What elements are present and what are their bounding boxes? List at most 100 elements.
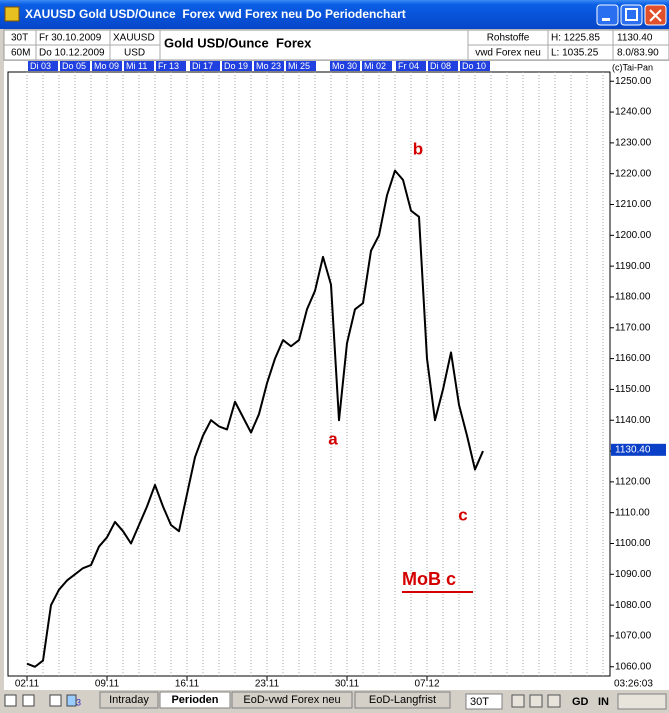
y-tick-label: 1220.00: [615, 168, 652, 179]
date-strip-label: Mi 25: [288, 61, 310, 71]
tab[interactable]: [354, 691, 451, 709]
date-strip-label: Di 08: [430, 61, 451, 71]
y-tick-label: 1230.00: [615, 138, 652, 149]
y-tick-label: 1070.00: [615, 631, 652, 642]
tool-button[interactable]: [66, 694, 77, 707]
date-strip-cell: [286, 61, 316, 71]
x-tick-label: 09.11: [95, 679, 120, 690]
header-period: 30T: [11, 33, 28, 44]
last-value-label: 1130.40: [615, 444, 651, 455]
header-price: 1130.40: [617, 33, 653, 44]
y-tick-label: 1250.00: [615, 76, 652, 87]
date-strip-cell: [396, 61, 426, 71]
minimize-glyph: [602, 18, 610, 21]
y-tick-label: 1160.00: [615, 353, 651, 364]
annotation: c: [458, 505, 467, 524]
x-tick-label: 16.11: [175, 679, 200, 690]
date-strip-cell: [60, 61, 90, 71]
tab[interactable]: [99, 691, 159, 709]
tool-button[interactable]: [22, 694, 35, 707]
y-tick-label: 1180.00: [615, 292, 651, 303]
tool-button[interactable]: [547, 694, 561, 708]
x-tick-label: 23.11: [255, 679, 280, 690]
y-tick-label: 1150.00: [615, 384, 651, 395]
date-strip-cell: [222, 61, 252, 71]
close-glyph: [649, 9, 662, 22]
date-strip-label: Di 03: [30, 61, 51, 71]
scrollbar[interactable]: [617, 693, 667, 710]
date-strip-label: Do 19: [224, 61, 248, 71]
header-symbol: XAUUSD: [113, 33, 155, 44]
last-value-box: [611, 443, 666, 456]
annotation: b: [413, 139, 423, 158]
date-strip-label: Mi 02: [364, 61, 386, 71]
price-line: [26, 169, 484, 668]
tab-label: Perioden: [171, 694, 218, 706]
date-strip-label: Do 05: [62, 61, 86, 71]
window-title: XAUUSD Gold USD/Ounce Forex vwd Forex ne…: [25, 7, 406, 21]
y-tick-label: 1190.00: [615, 261, 651, 272]
tab-label: Intraday: [109, 694, 149, 706]
header-high: H: 1225.85: [551, 33, 600, 44]
date-strip-label: Fr 04: [398, 61, 419, 71]
date-strip-label: Fr 13: [158, 61, 179, 71]
y-tick-label: 1240.00: [615, 107, 652, 118]
x-tick-label: 02.11: [15, 679, 40, 690]
annotation: a: [328, 429, 338, 448]
tool-button[interactable]: [4, 694, 17, 707]
tool-button[interactable]: [529, 694, 543, 708]
toolbar-button[interactable]: GD: [572, 696, 589, 708]
date-strip-cell: [92, 61, 122, 71]
clock: 03:26:03: [614, 679, 653, 690]
y-tick-label: 1170.00: [615, 322, 651, 333]
y-tick-label: 1100.00: [615, 538, 651, 549]
header-date: Do 10.12.2009: [39, 48, 105, 59]
date-strip-label: Mo 09: [94, 61, 119, 71]
date-strip-label: Mi 11: [126, 61, 147, 71]
tab[interactable]: [159, 691, 231, 709]
date-strip-label: Mo 23: [256, 61, 281, 71]
y-tick-label: 1120.00: [615, 476, 651, 487]
x-tick-label: 30.11: [335, 679, 360, 690]
plot-area: [7, 71, 611, 677]
minimize-button[interactable]: [596, 4, 619, 26]
page-number: 3: [76, 697, 81, 707]
y-tick-label: 1140.00: [615, 415, 651, 426]
annotation: MoB c: [402, 569, 456, 589]
header-currency: USD: [124, 48, 145, 59]
toolbar-button[interactable]: IN: [598, 696, 609, 708]
interval-label: 30T: [470, 696, 489, 708]
header-period: 60M: [11, 48, 30, 59]
tool-button[interactable]: [49, 694, 62, 707]
header-market: Rohstoffe: [487, 33, 530, 44]
header-instrument: Gold USD/Ounce Forex: [164, 35, 312, 50]
date-strip-cell: [28, 61, 58, 71]
header-grid: [4, 30, 669, 60]
x-tick-label: 07.12: [414, 679, 439, 690]
y-tick-label: 1200.00: [615, 230, 652, 241]
y-tick-label: 1060.00: [615, 661, 652, 672]
interval-select[interactable]: [465, 693, 503, 710]
window-buttons: [596, 4, 667, 26]
y-tick-label: 1210.00: [615, 199, 652, 210]
tool-button[interactable]: [511, 694, 525, 708]
date-strip-cell: [330, 61, 360, 71]
copyright: (c)Tai-Pan: [612, 62, 653, 72]
date-strip-cell: [124, 61, 154, 71]
date-strip-cell: [156, 61, 186, 71]
title-bar: [0, 0, 669, 29]
y-tick-label: 1080.00: [615, 600, 652, 611]
date-strip-label: Mo 30: [332, 61, 357, 71]
date-strip-cell: [460, 61, 490, 71]
date-strip-cell: [190, 61, 220, 71]
tab-label: EoD-vwd Forex neu: [243, 694, 340, 706]
date-strip-cell: [254, 61, 284, 71]
maximize-glyph: [625, 8, 638, 21]
header: 30T 60M Fr 30.10.2009 Do 10.12.2009 XAUU…: [3, 29, 669, 61]
header-date: Fr 30.10.2009: [39, 33, 102, 44]
tab[interactable]: [231, 691, 353, 709]
app-icon: [4, 6, 20, 22]
y-tick-label: 1110.00: [615, 507, 650, 518]
y-tick-label: 1090.00: [615, 569, 652, 580]
